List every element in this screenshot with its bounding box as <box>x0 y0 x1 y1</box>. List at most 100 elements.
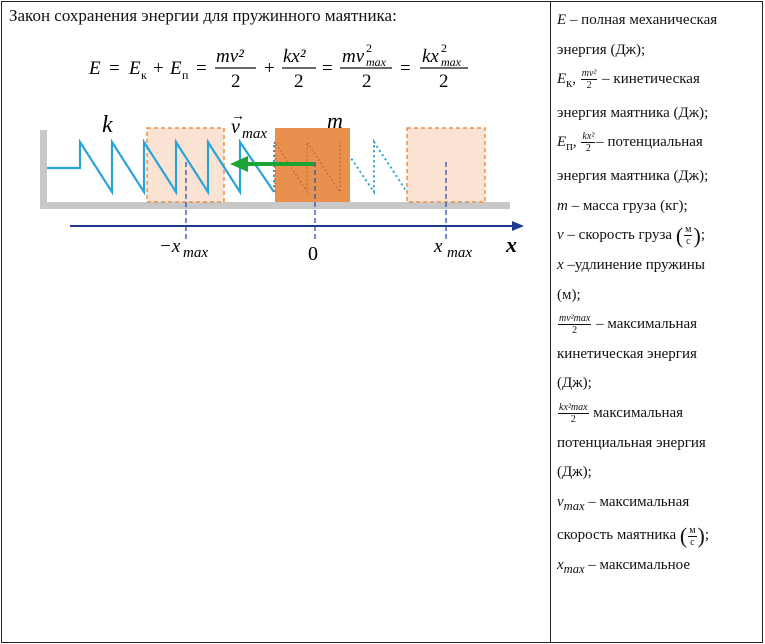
formula-E: E <box>88 58 101 79</box>
unit-den: с <box>686 236 691 248</box>
formula-f3-num: mv <box>342 46 365 67</box>
block-spring-overlay <box>274 139 341 195</box>
formula-Ep: E <box>169 58 182 79</box>
formula-f3-sup: 2 <box>366 41 372 55</box>
legend-kmax-3: (Дж); <box>557 375 592 392</box>
unit-num: м <box>684 224 693 237</box>
desc-x: –удлинение пружины <box>567 256 705 273</box>
sym-Ek: E <box>557 71 567 88</box>
unit-paren-close: ) <box>693 223 701 249</box>
desc-Ek: – кинетическая <box>602 71 700 88</box>
frac-Ep-den: 2 <box>585 143 591 155</box>
pendulum-figure: k m v → max −x max 0 x max x <box>2 102 550 272</box>
frac-kmax-den: 2 <box>572 325 578 337</box>
frac-Ek-num: mv² <box>580 68 598 81</box>
energy-formula: E = E к + E п = mv² 2 + kx² 2 = mv 2 max <box>2 40 550 96</box>
formula-Ek: E <box>128 58 141 79</box>
sym-v: v <box>557 227 564 244</box>
unit2-paren-close: ) <box>697 523 705 549</box>
heading: Закон сохранения энергии для пружинного … <box>9 6 397 25</box>
formula-eq2: = <box>196 58 207 79</box>
legend-kmax-2: кинетическая энергия <box>557 345 697 362</box>
sym-E: E <box>557 12 567 28</box>
frac-Ek: mv² 2 <box>580 68 598 92</box>
label-xmax-sub: max <box>447 245 472 261</box>
formula-f2-num: kx² <box>283 46 306 67</box>
legend-x: x –удлинение пружины <box>557 251 758 281</box>
unit2-paren-open: ( <box>679 523 688 549</box>
frac-Ep: kx² 2 <box>581 131 596 155</box>
sym-m: m <box>557 197 568 214</box>
unit-paren-open: ( <box>675 223 684 249</box>
formula-f4-den: 2 <box>439 71 449 92</box>
legend-x-2: (м); <box>557 286 581 303</box>
sym-Ek-sub: к <box>566 76 573 91</box>
label-axis-x: x <box>505 232 517 257</box>
legend-m: m – масса груза (кг); <box>557 192 758 222</box>
label-neg-xmax: −x <box>159 236 181 257</box>
sym-Ep-sub: п <box>566 139 573 154</box>
legend-pmax-3: (Дж); <box>557 464 592 481</box>
unit2-den: с <box>690 536 695 548</box>
formula-f4-num: kx <box>422 46 439 67</box>
desc-pmax: максимальная <box>593 404 684 421</box>
legend-v: v – скорость груза (м с); <box>557 223 705 249</box>
formula-Ek-sub: к <box>141 68 147 82</box>
legend-xmax: xmax – максимальное <box>557 551 758 585</box>
sym-Ep: E <box>557 134 567 151</box>
formula-f4-sub: max <box>441 55 462 69</box>
label-m: m <box>327 108 343 133</box>
frac-pmax: kx²max 2 <box>558 402 589 425</box>
legend-Ek: Eк, mv² 2 – кинетическая <box>557 68 700 92</box>
legend-pmax-2: потенциальная энергия <box>557 434 706 451</box>
floor <box>40 202 510 209</box>
wall <box>40 130 47 208</box>
formula-f1-num: mv² <box>216 46 244 67</box>
desc-xmax: – максимальное <box>588 557 691 574</box>
desc-Ep: – потенциальная <box>596 134 703 151</box>
x-axis-arrow <box>512 221 524 231</box>
frac-Ek-den: 2 <box>586 80 592 92</box>
label-v-arrow: → <box>231 109 245 124</box>
sym-x: x <box>557 256 564 273</box>
formula-plus2: + <box>264 58 275 79</box>
desc-v: – скорость груза <box>567 227 673 244</box>
frac-Ep-num: kx² <box>581 131 596 144</box>
formula-eq3: = <box>322 58 333 79</box>
unit2-num: м <box>688 524 697 537</box>
legend-Ep: Eп, kx² 2– потенциальная <box>557 131 703 155</box>
legend-pmax: kx²max 2 максимальная <box>557 399 758 429</box>
formula-plus1: + <box>153 58 164 79</box>
legend-cell: E – полная механическая энергия (Дж); Eк… <box>551 2 762 642</box>
sym-xmax: x <box>557 557 564 574</box>
column-divider <box>550 2 551 642</box>
label-zero: 0 <box>308 243 318 265</box>
legend-E-2: энергия (Дж); <box>557 41 646 58</box>
formula-f4-sup: 2 <box>441 41 447 55</box>
formula-eq4: = <box>400 58 411 79</box>
spring <box>47 138 275 196</box>
frac-kmax-num: mv²max <box>558 313 592 326</box>
label-xmax: x <box>433 236 443 257</box>
desc-m: – масса груза (кг); <box>571 197 688 214</box>
legend-Ep-2: энергия маятника (Дж); <box>557 167 709 184</box>
legend-kmax: mv²max 2 – максимальная <box>557 310 758 340</box>
left-cell: Закон сохранения энергии для пружинного … <box>2 2 550 642</box>
formula-eq1: = <box>109 58 120 79</box>
desc-E: – полная механическая <box>569 12 718 28</box>
legend-Ek-2: энергия маятника (Дж); <box>557 104 709 121</box>
label-v: v <box>231 116 240 138</box>
sym-vmax-sub: max <box>563 498 585 513</box>
formula-f3-sub: max <box>366 55 387 69</box>
legend-E: E – полная механическая <box>557 6 758 36</box>
label-neg-xmax-sub: max <box>183 245 208 261</box>
formula-f2-den: 2 <box>294 71 304 92</box>
desc-vmax-2: скорость маятника <box>557 527 677 544</box>
desc-kmax: – максимальная <box>596 316 698 333</box>
sym-xmax-sub: max <box>563 562 585 577</box>
legend-vmax-2: скорость маятника (м с); <box>557 523 710 549</box>
formula-f3-den: 2 <box>362 71 372 92</box>
